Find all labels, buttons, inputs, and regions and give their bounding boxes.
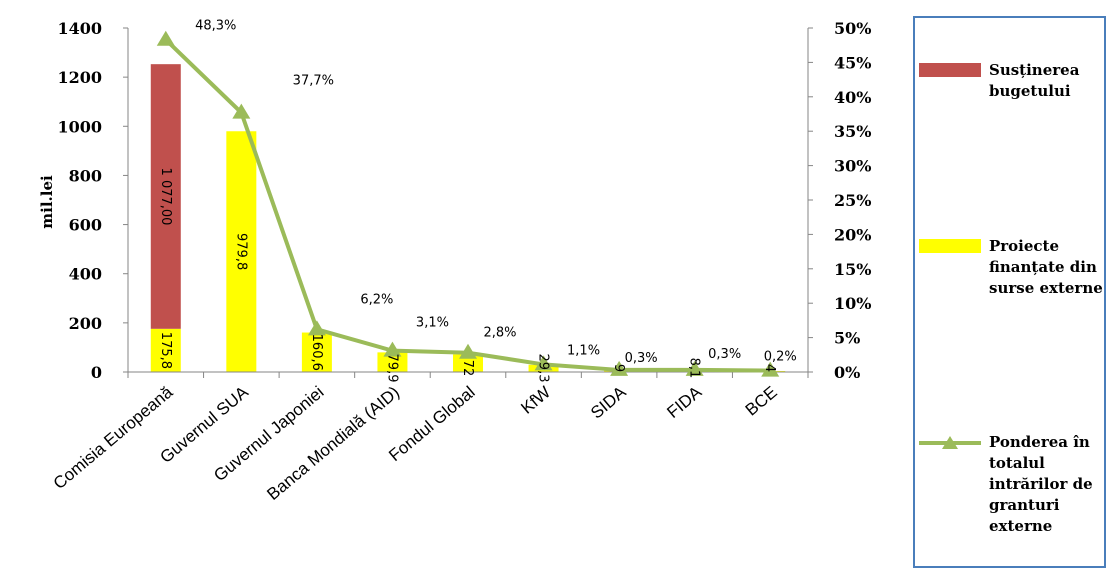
labels-layer: 175,8 979,8 160,6 79,9 72 29,3 9 8,1 4 1 077,00 48… (158, 19, 797, 383)
share-marker-6 (610, 360, 629, 376)
share-label-7: 0,3% (708, 347, 741, 362)
y-tick-label-5: 1000 (57, 117, 102, 136)
bar-projects-label-7: 8,1 (687, 358, 702, 379)
legend-swatch-budget-support (919, 63, 981, 77)
bar-projects-3 (377, 352, 408, 372)
y2-tick-label-3: 15% (834, 260, 871, 279)
y-tick-label-1: 200 (69, 314, 102, 333)
y2-tick-label-0: 0% (834, 363, 860, 382)
legend-label-share: Ponderea în totalul intrărilor de grantu… (989, 433, 1093, 535)
y2-tick-label-2: 10% (834, 294, 871, 313)
y2-tick-label-1: 5% (834, 329, 860, 348)
y-tick-label-0: 0 (91, 363, 102, 382)
bar-projects-label-6: 9 (611, 364, 626, 372)
y2-tick-label-8: 40% (834, 88, 871, 107)
x-tick-label-5: KfW (517, 383, 554, 418)
share-marker-1 (232, 103, 251, 119)
x-tick-label-3: Banca Mondială (AID) (263, 383, 403, 504)
share-marker-2 (307, 320, 326, 336)
y2-tick-label-5: 25% (834, 191, 871, 210)
x-tick-label-0: Comisia Europeană (50, 382, 177, 493)
bar-projects-1 (226, 131, 257, 372)
x-tick-label-6: SIDA (587, 382, 630, 422)
legend-label-budget-support: Susținerea bugetului (989, 61, 1080, 100)
bar-projects-label-4: 72 (460, 360, 475, 377)
share-marker-5 (534, 355, 553, 371)
y-tick-label-7: 1400 (57, 19, 102, 38)
share-label-6: 0,3% (625, 351, 658, 366)
share-label-2: 6,2% (360, 292, 393, 307)
bar-projects-label-5: 29,3 (536, 354, 551, 383)
legend-item-share: Ponderea în totalul intrărilor de grantu… (919, 432, 1107, 537)
bar-projects-2 (301, 332, 332, 372)
bar-projects-label-1: 979,8 (233, 233, 248, 270)
share-label-1: 37,7% (293, 74, 334, 89)
legend-item-external-projects: Proiecte finanțate din surse externe (919, 236, 1107, 299)
x-tick-label-7: FIDA (663, 382, 705, 422)
bar-projects-label-3: 79,9 (384, 354, 399, 383)
y2-tick-label-10: 50% (834, 19, 871, 38)
legend-item-budget-support: Susținerea bugetului (919, 60, 1107, 102)
share-marker-3 (383, 341, 402, 357)
share-marker-8 (761, 361, 780, 377)
bar-budget-0 (150, 64, 181, 329)
share-label-3: 3,1% (416, 316, 449, 331)
y-axis-label: mil.lei (38, 175, 56, 229)
share-label-8: 0,2% (764, 350, 797, 365)
share-marker-7 (685, 360, 704, 376)
x-tick-label-8: BCE (742, 383, 781, 420)
y-tick-label-4: 800 (69, 166, 102, 185)
legend-swatch-share (919, 436, 981, 449)
share-marker-4 (459, 343, 477, 359)
y2-tick-label-4: 20% (834, 225, 871, 244)
legend: Susținerea bugetului Proiecte finanțate … (913, 16, 1106, 568)
bar-budget-label-0: 1 077,00 (158, 168, 173, 226)
bar-projects-label-2: 160,6 (309, 334, 324, 371)
line-layer (156, 30, 780, 377)
y-tick-label-2: 400 (69, 265, 102, 284)
y-tick-label-6: 1200 (57, 68, 102, 87)
combo-chart: 0 200 400 600 800 1000 1200 1400 0% 5% 10% 15% 20% 25… (38, 19, 871, 504)
bar-projects-0 (150, 328, 181, 372)
bar-projects-label-0: 175,8 (158, 332, 173, 369)
share-label-4: 2,8% (483, 326, 516, 341)
share-label-0: 48,3% (195, 19, 236, 34)
legend-label-external-projects: Proiecte finanțate din surse externe (989, 237, 1103, 297)
y-tick-label-3: 600 (69, 216, 102, 235)
legend-swatch-external-projects (919, 239, 981, 253)
bars-layer (150, 64, 786, 372)
y2-tick-label-6: 30% (834, 157, 871, 176)
share-label-5: 1,1% (567, 343, 600, 358)
share-marker-0 (156, 30, 175, 46)
bar-projects-label-8: 4 (762, 364, 777, 372)
y2-tick-label-9: 45% (834, 53, 871, 72)
share-line (164, 38, 771, 373)
y2-tick-label-7: 35% (834, 122, 871, 141)
